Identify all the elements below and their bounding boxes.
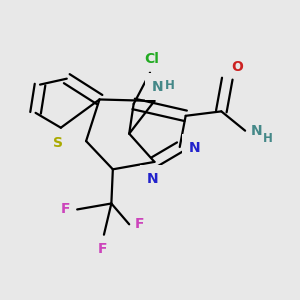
Text: F: F xyxy=(134,217,144,231)
Text: S: S xyxy=(53,136,63,150)
Text: Cl: Cl xyxy=(144,52,159,66)
Text: N: N xyxy=(250,124,262,138)
Text: N: N xyxy=(152,80,163,94)
Text: H: H xyxy=(263,132,273,145)
Text: N: N xyxy=(147,172,159,186)
Text: H: H xyxy=(164,79,174,92)
Text: F: F xyxy=(61,202,70,216)
Text: O: O xyxy=(232,60,244,74)
Text: F: F xyxy=(98,242,107,256)
Text: N: N xyxy=(189,141,200,154)
